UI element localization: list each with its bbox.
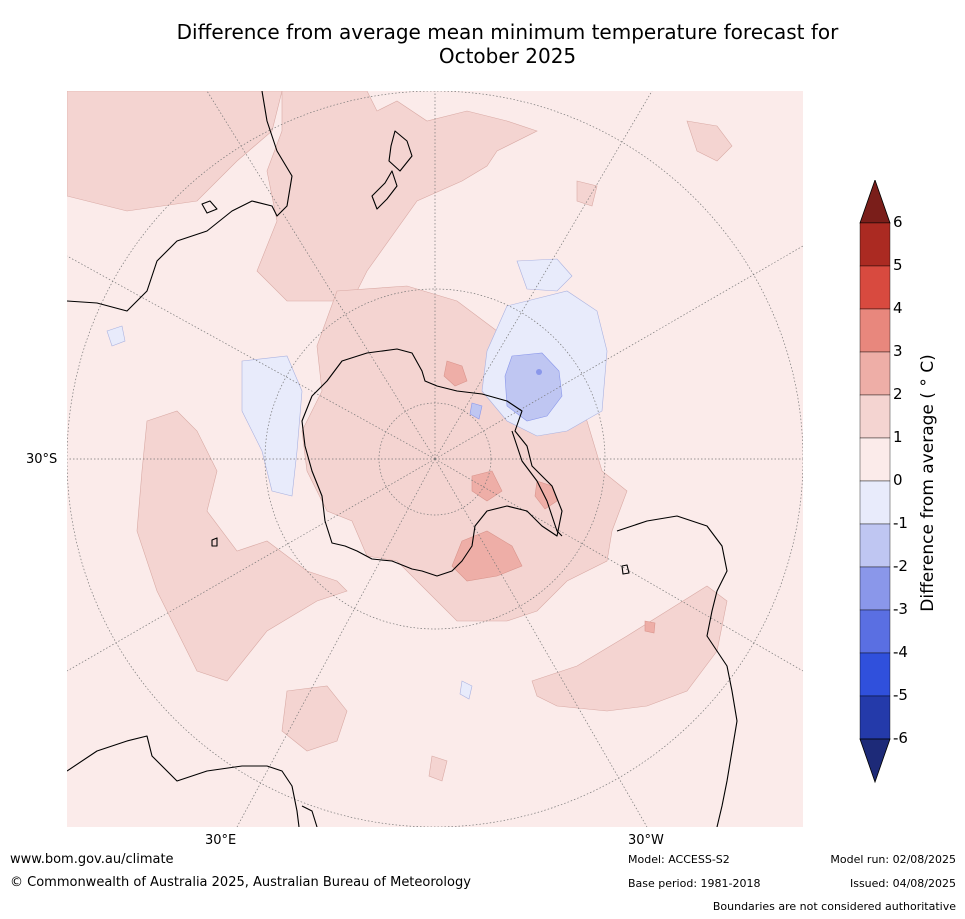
colorbar-bin [859, 652, 891, 697]
anomaly-1-to-2-regions [67, 91, 733, 782]
colorbar-tick-label: 0 [893, 471, 903, 489]
polar-map [67, 91, 803, 827]
anomaly-minus2-to-minus3-regions [536, 369, 542, 375]
colorbar-tick-label: -1 [893, 514, 908, 532]
colorbar-tick-label: 6 [893, 213, 903, 231]
colorbar-bin [859, 695, 891, 740]
colorbar-tick-label: 4 [893, 299, 903, 317]
colorbar-bin [859, 222, 891, 267]
title-line-2: October 2025 [438, 44, 577, 68]
map-svg [67, 91, 803, 827]
coastlines [67, 91, 738, 827]
anomaly-minus1-to-minus2-regions [469, 352, 563, 422]
coastline-new-zealand-south [371, 170, 398, 210]
colorbar-bin [859, 308, 891, 353]
longitude-line [434, 245, 803, 460]
footer-model: Model: ACCESS-S2 [628, 853, 730, 866]
latitude-label-30s: 30°S [26, 452, 58, 467]
anomaly-region [443, 360, 468, 387]
colorbar-bin [859, 437, 891, 482]
colorbar-tick-label: 5 [893, 256, 903, 274]
longitude-label-30w: 30°W [628, 833, 664, 848]
anomaly-region [576, 180, 598, 207]
colorbar-tick-label: 1 [893, 428, 903, 446]
colorbar-tick-label: 3 [893, 342, 903, 360]
colorbar-bin [859, 394, 891, 439]
anomaly-region [67, 91, 283, 212]
coastline-madagascar [301, 805, 318, 827]
colorbar-tick-label: -5 [893, 686, 908, 704]
colorbar-bin [859, 351, 891, 396]
colorbar-tick-label: -2 [893, 557, 908, 575]
anomaly-region [531, 585, 728, 712]
colorbar-bin [859, 523, 891, 568]
anomaly-region [241, 355, 303, 497]
coastline-antarctic-peninsula [511, 430, 563, 537]
graticule [67, 91, 803, 827]
colorbar-tick-label: -4 [893, 643, 908, 661]
anomaly-region [644, 620, 656, 634]
colorbar-tick-label: 2 [893, 385, 903, 403]
colorbar-bin [859, 566, 891, 611]
anomaly-region [106, 325, 126, 347]
longitude-line [206, 91, 436, 460]
footer-copyright: © Commonwealth of Australia 2025, Austra… [10, 875, 471, 890]
longitude-line [67, 255, 436, 460]
colorbar [859, 180, 891, 784]
anomaly-region [136, 410, 348, 682]
colorbar-extension-top [859, 180, 891, 224]
colorbar-extension-bottom [859, 738, 891, 784]
anomaly-region [536, 369, 542, 375]
latitude-circle [264, 288, 606, 630]
anomaly-region [469, 402, 483, 420]
footer-issued: Issued: 04/08/2025 [849, 877, 956, 890]
footer-model-run: Model run: 02/08/2025 [830, 853, 956, 866]
longitude-line [67, 458, 436, 672]
anomaly-region [471, 470, 503, 502]
longitude-line [434, 458, 648, 827]
coastline-antarctica [301, 348, 563, 577]
colorbar-label: Difference from average ( ° C) [918, 354, 938, 612]
coastline-island [211, 537, 218, 547]
colorbar-tick-label: -3 [893, 600, 908, 618]
footer-base-period: Base period: 1981-2018 [628, 877, 761, 890]
coastline-africa [67, 735, 300, 827]
longitude-line [434, 91, 653, 460]
colorbar-tick-label: -6 [893, 729, 908, 747]
footer-url: www.bom.gov.au/climate [10, 852, 174, 867]
coastline-australia [67, 91, 293, 312]
anomaly-region [281, 685, 348, 752]
coastline-new-zealand-north [388, 130, 413, 172]
longitude-line [434, 458, 803, 672]
anomaly-region [686, 120, 733, 162]
anomaly-region [504, 352, 563, 422]
colorbar-bin [859, 609, 891, 654]
coastline-island [621, 564, 630, 575]
footer-disclaimer: Boundaries are not considered authoritat… [712, 900, 956, 913]
chart-title: Difference from average mean minimum tem… [60, 20, 955, 68]
anomaly-region [516, 258, 573, 292]
colorbar-bin [859, 480, 891, 525]
longitude-label-30e: 30°E [205, 833, 237, 848]
anomaly-region [459, 680, 473, 700]
anomaly-region [428, 755, 448, 782]
coastline-south-america [616, 515, 738, 827]
anomaly-region [256, 91, 538, 302]
colorbar-bin [859, 265, 891, 310]
coastline-tasmania [201, 200, 218, 214]
title-line-1: Difference from average mean minimum tem… [176, 20, 839, 44]
